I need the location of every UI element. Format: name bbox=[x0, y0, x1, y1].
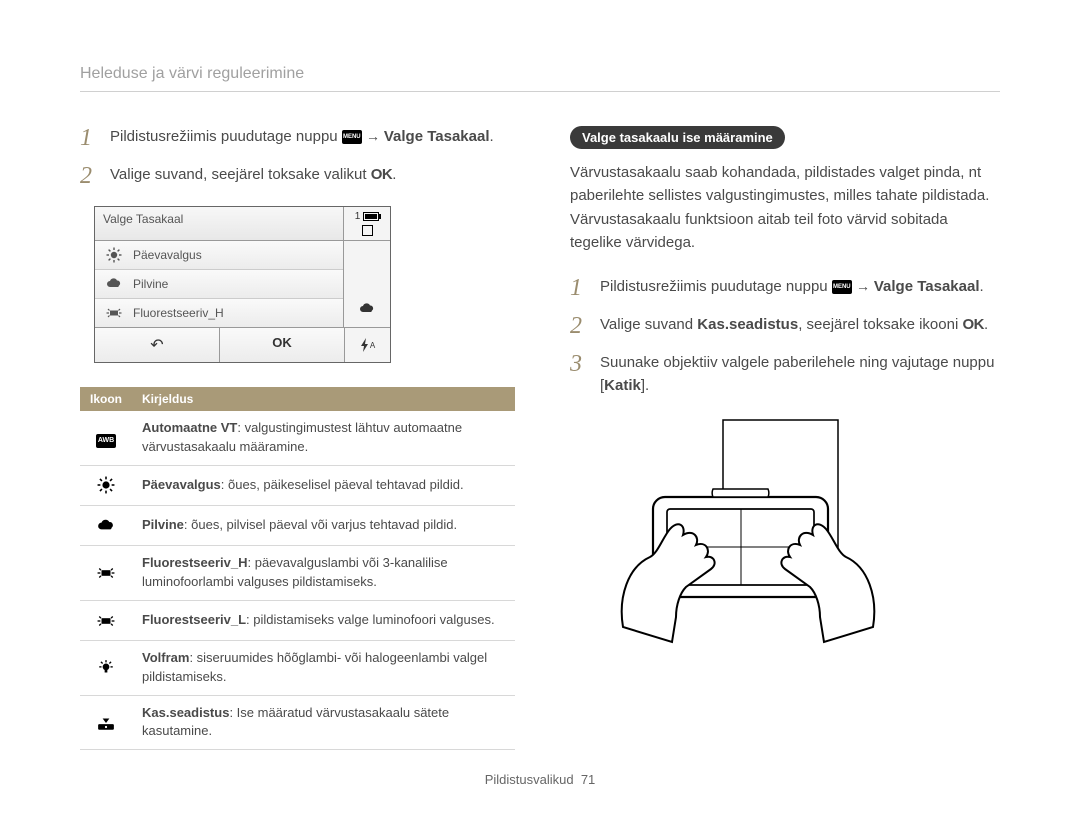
th-desc: Kirjeldus bbox=[132, 387, 515, 411]
step-number: 3 bbox=[570, 352, 588, 397]
table-row: Fluorestseeriv_H: päevavalguslambi või 3… bbox=[80, 546, 515, 601]
table-row: Pilvine: õues, pilvisel päeval või varju… bbox=[80, 505, 515, 545]
mode-icon bbox=[362, 225, 373, 236]
back-button[interactable]: ↶ bbox=[95, 328, 220, 362]
wb-option-label: Fluorestseeriv_H bbox=[133, 306, 224, 320]
scr-title: Valge Tasakaal bbox=[95, 207, 344, 240]
th-icon: Ikoon bbox=[80, 387, 132, 411]
wb-option-cloudy[interactable]: Pilvine bbox=[95, 270, 343, 299]
wb-option-fluorescent-h[interactable]: Fluorestseeriv_H bbox=[95, 299, 343, 327]
menu-icon: MENU bbox=[342, 130, 362, 144]
step-number: 1 bbox=[570, 276, 588, 300]
page-title: Heleduse ja värvi reguleerimine bbox=[80, 65, 1000, 92]
step-text: Pildistusrežiimis puudutage nuppu bbox=[600, 278, 832, 295]
right-step-2: 2 Valige suvand Kas.seadistus, seejärel … bbox=[570, 314, 1000, 338]
left-step-2: 2 Valige suvand, seejärel toksake valiku… bbox=[80, 164, 530, 188]
ok-icon: OK bbox=[962, 314, 984, 337]
step-bold: Valge Tasakaal bbox=[874, 278, 980, 295]
step-number: 2 bbox=[80, 164, 98, 188]
right-step-3: 3 Suunake objektiiv valgele paberilehele… bbox=[570, 352, 1000, 397]
menu-icon: MENU bbox=[832, 280, 852, 294]
wb-option-label: Päevavalgus bbox=[133, 248, 202, 262]
camera-ui-screenshot: Valge Tasakaal 1 Päevavalgus Pilvine bbox=[94, 206, 391, 363]
scr-status-col: 1 bbox=[344, 207, 390, 240]
arrow-icon: → bbox=[856, 278, 874, 294]
right-step-1: 1 Pildistusrežiimis puudutage nuppu MENU… bbox=[570, 276, 1000, 300]
step-text: Pildistusrežiimis puudutage nuppu bbox=[110, 128, 342, 145]
table-row: AWB Automaatne VT: valgustingimustest lä… bbox=[80, 411, 515, 465]
table-row: Päevavalgus: õues, päikeselisel päeval t… bbox=[80, 465, 515, 505]
table-row: Kas.seadistus: Ise määratud värvustasaka… bbox=[80, 695, 515, 750]
fluorescent-h-icon bbox=[97, 564, 115, 582]
step-number: 2 bbox=[570, 314, 588, 338]
left-column: 1 Pildistusrežiimis puudutage nuppu MENU… bbox=[80, 126, 530, 750]
scr-count: 1 bbox=[355, 211, 361, 222]
fluorescent-icon bbox=[105, 306, 123, 320]
intro-paragraph: Värvustasakaalu saab kohandada, pildista… bbox=[570, 161, 1000, 254]
cloud-icon bbox=[97, 517, 115, 535]
arrow-icon: → bbox=[366, 128, 384, 144]
ok-button[interactable]: OK bbox=[220, 328, 345, 362]
wb-option-daylight[interactable]: Päevavalgus bbox=[95, 241, 343, 270]
step-bold: Kas.seadistus bbox=[697, 316, 798, 333]
fluorescent-l-icon bbox=[97, 612, 115, 630]
cloud-icon bbox=[105, 277, 123, 291]
step-bold: Katik bbox=[604, 377, 641, 394]
custom-wb-icon bbox=[97, 714, 115, 732]
step-text: Suunake objektiiv valgele paberilehele n… bbox=[600, 354, 994, 394]
sun-icon bbox=[97, 476, 115, 494]
step-number: 1 bbox=[80, 126, 98, 150]
tungsten-icon bbox=[97, 659, 115, 677]
left-step-1: 1 Pildistusrežiimis puudutage nuppu MENU… bbox=[80, 126, 530, 150]
step-text: Valige suvand, seejärel toksake valikut bbox=[110, 166, 371, 183]
cloud-icon bbox=[359, 301, 375, 317]
ok-icon: OK bbox=[371, 164, 393, 187]
step-bold: Valge Tasakaal bbox=[384, 128, 490, 145]
right-column: Valge tasakaalu ise määramine Värvustasa… bbox=[570, 126, 1000, 750]
table-row: Fluorestseeriv_L: pildistamiseks valge l… bbox=[80, 600, 515, 640]
wb-option-label: Pilvine bbox=[133, 277, 168, 291]
wb-icon-table: Ikoon Kirjeldus AWB Automaatne VT: valgu… bbox=[80, 387, 515, 750]
battery-icon bbox=[363, 212, 379, 221]
sun-icon bbox=[105, 248, 123, 262]
table-row: Volfram: siseruumides hõõglambi- või hal… bbox=[80, 640, 515, 695]
section-pill: Valge tasakaalu ise määramine bbox=[570, 126, 785, 149]
flash-indicator: A bbox=[345, 328, 390, 362]
step-text: Valige suvand bbox=[600, 316, 697, 333]
page-footer: Pildistusvalikud 71 bbox=[0, 772, 1080, 787]
hands-holding-camera-illustration bbox=[608, 417, 888, 647]
awb-icon: AWB bbox=[96, 434, 116, 448]
